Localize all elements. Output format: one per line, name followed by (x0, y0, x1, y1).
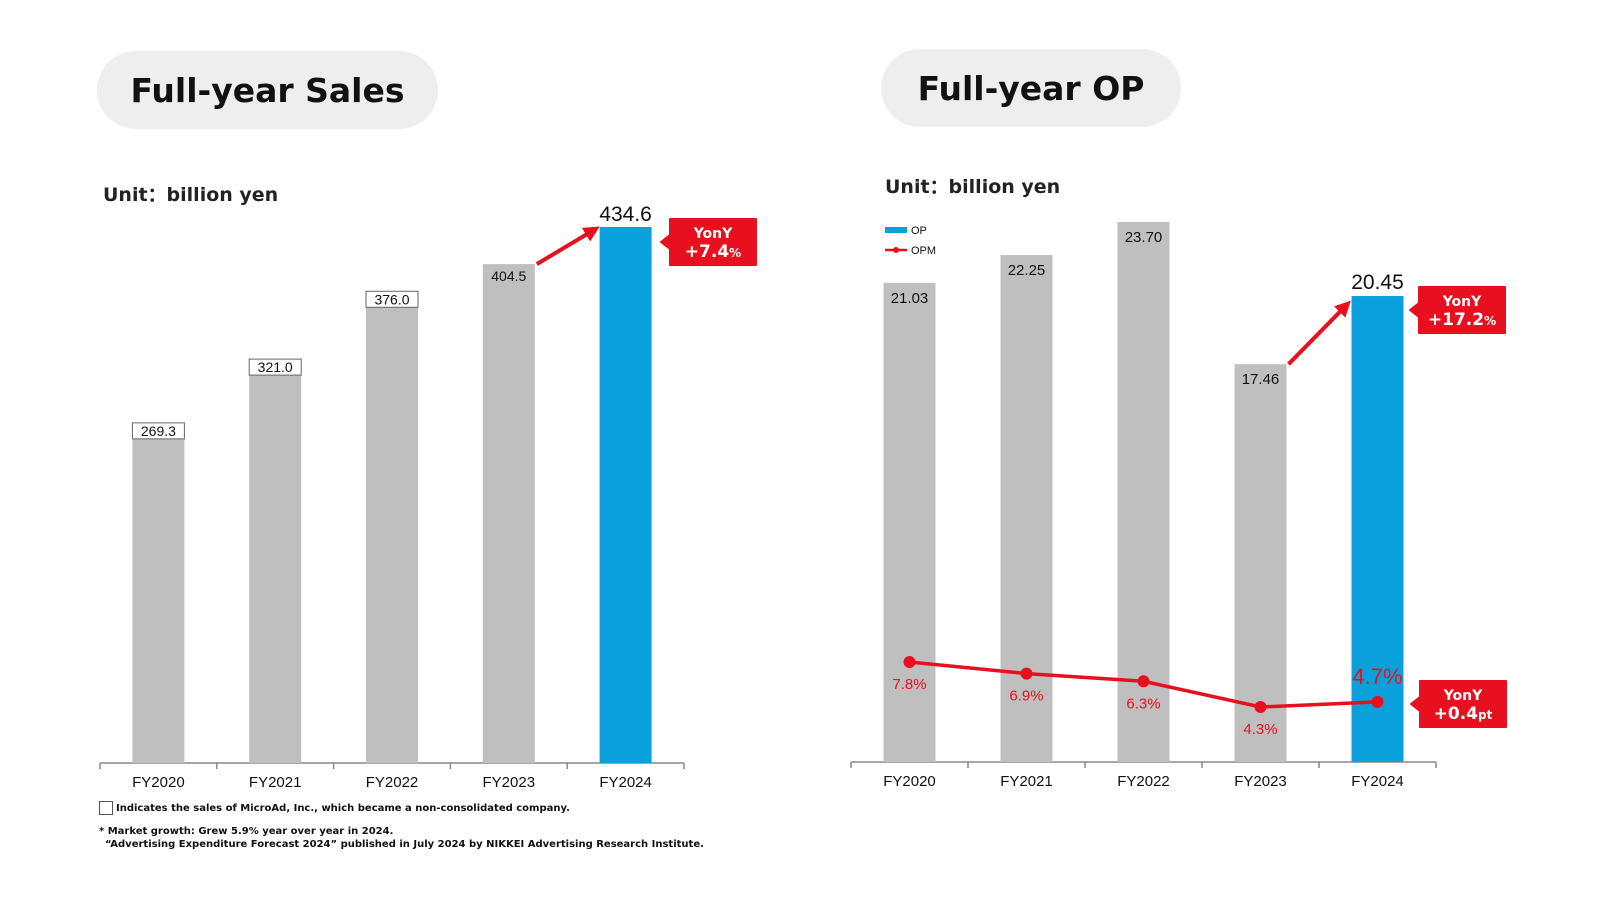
op-bar (1117, 222, 1170, 762)
microad-legend-box (99, 801, 113, 815)
op-x-tick-label: FY2023 (1234, 773, 1287, 790)
sales-label-box (248, 358, 302, 376)
sales-unit-label: Unit：billion yen (103, 184, 279, 206)
opm-point (1371, 695, 1384, 708)
sales-x-tick-label: FY2024 (599, 774, 652, 791)
market-note-line2: “Advertising Expenditure Forecast 2024” … (105, 839, 704, 850)
market-note: * Market growth: Grew 5.9% year over yea… (99, 825, 704, 851)
op-data-label: 21.03 (891, 290, 929, 307)
op-growth-arrow (1287, 300, 1351, 366)
sales-bar (249, 367, 302, 763)
opm-data-label: 6.9% (1009, 688, 1043, 705)
sales-yony-badge-label: YonY (693, 226, 733, 242)
microad-note: Indicates the sales of MicroAd, Inc., wh… (99, 801, 570, 815)
op-data-label: 23.70 (1125, 229, 1163, 246)
sales-title: Full-year Sales (130, 70, 405, 110)
opm-yony-badge-value: +0.4pt (1434, 704, 1493, 724)
opm-data-label: 4.7% (1352, 664, 1402, 689)
op-title: Full-year OP (917, 68, 1145, 108)
sales-x-tick-label: FY2022 (366, 774, 419, 791)
op-data-label: 22.25 (1008, 262, 1046, 279)
op-x-tick-label: FY2020 (883, 773, 936, 790)
sales-yony-badge: YonY+7.4% (660, 218, 757, 266)
op-x-tick-label: FY2022 (1117, 773, 1170, 790)
opm-legend-label: OPM (911, 245, 936, 257)
op-bar (1234, 364, 1287, 762)
op-unit-label: Unit：billion yen (885, 176, 1061, 198)
sales-x-tick-label: FY2020 (132, 774, 185, 791)
op-yony-badge: YonY+17.2% (1409, 286, 1506, 334)
microad-note-text: Indicates the sales of MicroAd, Inc., wh… (116, 803, 570, 814)
op-x-tick-label: FY2024 (1351, 773, 1404, 790)
opm-yony-badge: YonY+0.4pt (1410, 680, 1507, 728)
opm-data-label: 4.3% (1243, 721, 1277, 738)
sales-title-pill: Full-year Sales (97, 51, 438, 129)
opm-point (1254, 701, 1267, 713)
sales-label-box (131, 422, 185, 440)
opm-point (1020, 667, 1033, 680)
sales-label-box (365, 290, 419, 308)
sales-x-tick-label: FY2021 (249, 774, 302, 791)
op-title-pill: Full-year OP (881, 49, 1181, 127)
op-data-label: 20.45 (1351, 271, 1404, 294)
sales-bar (482, 264, 535, 763)
sales-data-label: 404.5 (491, 268, 526, 284)
opm-point (903, 656, 916, 668)
op-bar (1351, 296, 1404, 762)
sales-growth-arrow (535, 226, 600, 266)
op-bar (883, 282, 936, 762)
sales-yony-badge-bg (670, 219, 756, 265)
op-yony-badge-label: YonY (1442, 294, 1482, 310)
sales-data-label: 321.0 (258, 359, 293, 375)
op-legend-label: OP (911, 225, 927, 237)
sales-bar (599, 227, 652, 763)
sales-bar (366, 299, 418, 763)
opm-data-label: 6.3% (1126, 695, 1160, 712)
opm-point (1137, 675, 1150, 688)
op-legend-swatch (885, 227, 907, 233)
opm-yony-badge-bg (1420, 681, 1506, 727)
sales-bar (132, 430, 185, 763)
op-yony-badge-bg (1419, 287, 1505, 333)
op-x-tick-label: FY2021 (1000, 773, 1053, 790)
sales-data-label: 376.0 (374, 291, 409, 307)
market-note-line1: * Market growth: Grew 5.9% year over yea… (99, 826, 394, 837)
sales-x-tick-label: FY2023 (483, 774, 536, 791)
sales-yony-badge-value: +7.4% (685, 242, 741, 262)
op-yony-badge-value: +17.2% (1428, 310, 1496, 330)
sales-data-label: 434.6 (599, 203, 652, 226)
opm-yony-badge-label: YonY (1443, 688, 1483, 704)
sales-data-label: 269.3 (141, 423, 176, 439)
opm-legend-marker (893, 247, 899, 253)
op-bar (1000, 255, 1053, 763)
opm-data-label: 7.8% (892, 676, 926, 693)
op-data-label: 17.46 (1242, 371, 1280, 388)
